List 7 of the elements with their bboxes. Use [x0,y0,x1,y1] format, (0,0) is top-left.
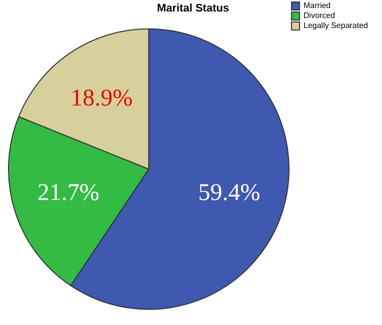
data-label: 18.9% [70,86,133,112]
legend-label: Married [304,1,331,10]
chart-title: Marital Status [156,2,230,15]
legend-label: Legally Separated [304,21,368,30]
legend-label: Divorced [304,11,336,20]
data-label: 21.7% [37,180,100,206]
data-label: 59.4% [198,180,260,206]
